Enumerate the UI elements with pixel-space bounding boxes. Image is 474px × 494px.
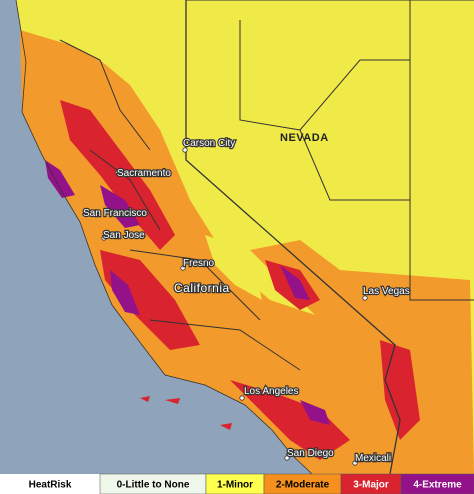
state-label: NEVADA xyxy=(280,132,329,144)
state-label: California xyxy=(174,281,230,295)
legend-swatch xyxy=(400,473,474,494)
major-area xyxy=(100,250,200,350)
city-label: Fresno xyxy=(183,258,215,269)
extreme-area xyxy=(45,160,75,198)
city-dot xyxy=(180,265,186,271)
legend-title-cell xyxy=(0,474,100,494)
major-area xyxy=(380,340,420,440)
major-area xyxy=(230,380,350,460)
city-dot xyxy=(182,147,188,153)
city-dot xyxy=(239,395,245,401)
extreme-area xyxy=(100,185,140,228)
city-label: San Jose xyxy=(103,230,145,241)
extreme-area xyxy=(110,270,140,315)
city-dot xyxy=(101,235,107,241)
legend-label: 3-Major xyxy=(353,480,389,491)
city-dot xyxy=(362,295,368,301)
city-markers xyxy=(83,147,368,466)
minor-area xyxy=(205,235,262,300)
legend-title: HeatRisk xyxy=(29,480,72,491)
city-dot xyxy=(115,169,121,175)
extreme-area xyxy=(300,400,330,425)
city-label: San Francisco xyxy=(83,208,147,219)
major-area xyxy=(60,100,175,250)
legend-label: 1-Minor xyxy=(217,480,253,491)
city-label: Los Angeles xyxy=(244,386,299,397)
legend-label: 2-Moderate xyxy=(276,480,330,491)
city-dot xyxy=(284,455,290,461)
legend: HeatRisk 0-Little to None 1-Minor 2-Moderat… xyxy=(0,473,474,494)
city-label: Sacramento xyxy=(117,168,171,179)
city-dot xyxy=(352,460,358,466)
city-dot xyxy=(83,209,89,215)
city-label: Carson City xyxy=(183,138,235,149)
city-label: Las Vegas xyxy=(363,286,410,297)
city-label: San Diego xyxy=(287,448,334,459)
legend-label: 0-Little to None xyxy=(117,480,190,491)
legend-label: 4-Extreme xyxy=(413,480,462,491)
extreme-area xyxy=(280,265,310,300)
borders xyxy=(15,0,474,475)
city-label: Mexicali xyxy=(355,453,391,464)
